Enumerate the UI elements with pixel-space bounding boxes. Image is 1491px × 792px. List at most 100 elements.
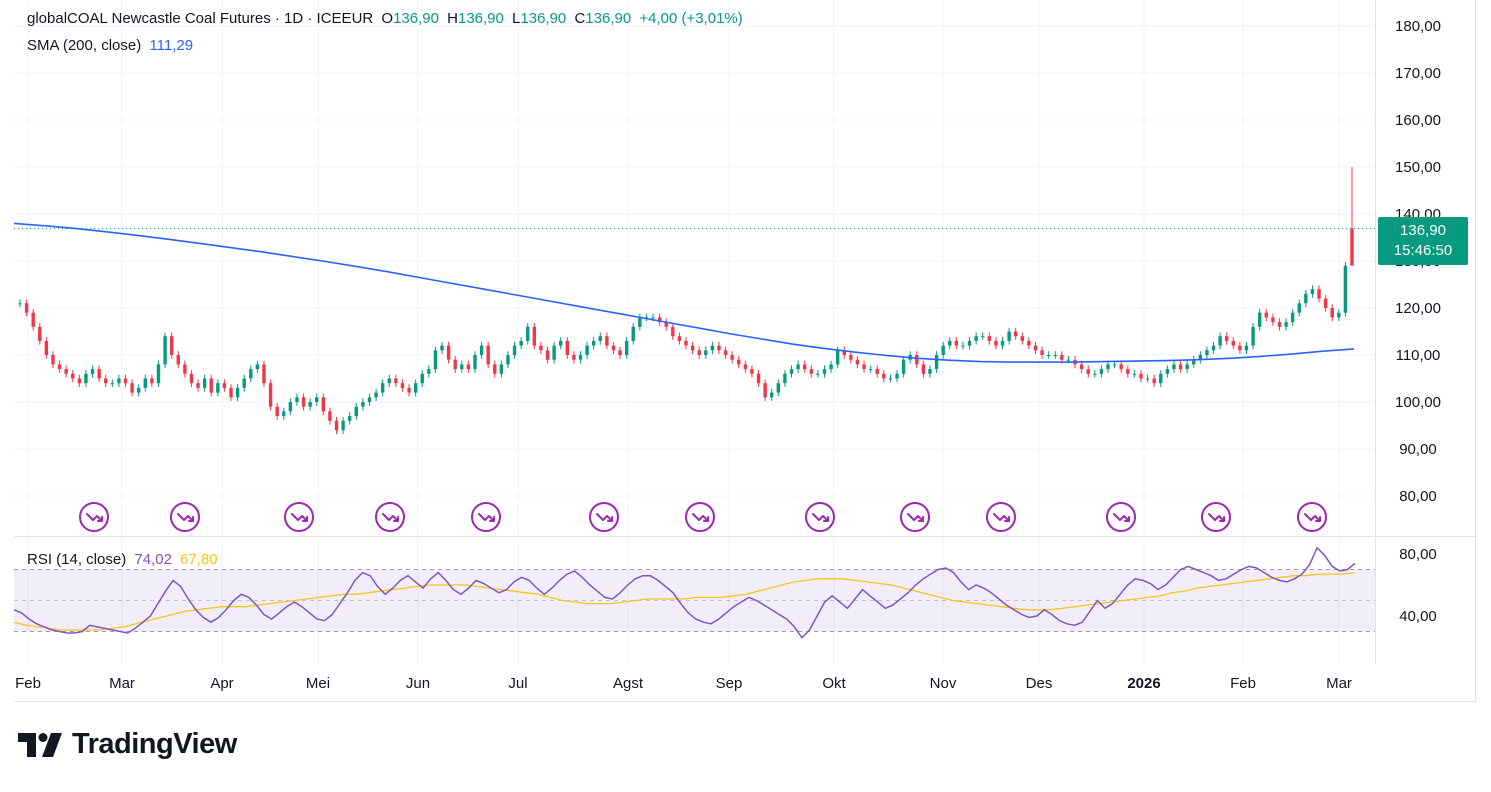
candle-body — [948, 340, 952, 346]
candle-body — [974, 336, 978, 341]
candle-body — [1053, 355, 1057, 356]
candle-body — [275, 406, 279, 417]
candle-body — [453, 359, 457, 370]
candle-body — [585, 345, 589, 355]
event-marker-icon — [1201, 502, 1231, 532]
candle-body — [24, 303, 29, 313]
time-tick-label: Mar — [1326, 675, 1352, 692]
rsi-line — [13, 546, 1356, 639]
main-legend[interactable]: globalCOAL Newcastle Coal Futures · 1D ·… — [27, 10, 747, 27]
candle-body — [136, 387, 141, 393]
candle-body — [802, 364, 807, 370]
symbol-title[interactable]: globalCOAL Newcastle Coal Futures · 1D ·… — [27, 10, 374, 27]
candle-body — [288, 402, 293, 412]
candle-body — [598, 336, 602, 341]
last-price-label: 136,90 15:46:50 — [1378, 217, 1468, 265]
candle-body — [987, 336, 992, 341]
candle-body — [855, 359, 860, 365]
close-label: C — [574, 10, 586, 27]
candle-body — [407, 387, 411, 393]
candle-body — [499, 364, 504, 374]
candle-body — [697, 350, 701, 355]
candle-body — [664, 322, 668, 327]
candle-body — [71, 373, 75, 379]
candle-body — [961, 345, 965, 347]
candle-body — [1033, 345, 1038, 351]
close-value: 136,90 — [585, 10, 632, 27]
event-marker-arrow — [993, 513, 1010, 522]
event-marker-ring — [1106, 502, 1136, 532]
candle-body — [1040, 350, 1044, 355]
rsi-legend[interactable]: RSI (14, close) 74,02 67,80 — [27, 551, 222, 568]
event-marker-arrow — [596, 513, 613, 522]
event-marker-icon — [79, 502, 109, 532]
candle-body — [552, 345, 556, 360]
candle-body — [934, 355, 939, 370]
candle-body — [301, 397, 306, 407]
candle-body — [1271, 317, 1275, 323]
event-marker-ring — [900, 502, 930, 532]
open-value: 136,90 — [393, 10, 439, 27]
event-marker-arrow — [291, 513, 308, 522]
candle-body — [202, 378, 207, 388]
candle-body — [1079, 364, 1084, 370]
candle-body — [822, 369, 827, 374]
event-marker-icon — [900, 502, 930, 532]
event-marker-icon — [805, 502, 835, 532]
candle-body — [717, 345, 721, 351]
candle-body — [321, 397, 326, 412]
candle-body — [1046, 355, 1051, 356]
candle-body — [394, 378, 398, 384]
candle-body — [882, 373, 886, 379]
candle-body — [295, 397, 299, 402]
candle-body — [341, 420, 345, 431]
candle-body — [928, 369, 932, 374]
candle-body — [526, 326, 530, 341]
countdown-timer: 15:46:50 — [1393, 242, 1453, 259]
candle-body — [308, 402, 312, 407]
rsi-label[interactable]: RSI (14, close) — [27, 551, 127, 568]
candle-body — [380, 383, 385, 393]
candle-body — [789, 369, 794, 374]
candle-body — [743, 364, 748, 370]
candle-body — [334, 420, 339, 431]
candle-body — [473, 355, 477, 370]
candle-body — [1132, 373, 1137, 375]
rsi-band — [14, 569, 1375, 632]
candle-body — [690, 345, 695, 351]
price-tick-label: 180,00 — [1395, 18, 1441, 35]
candle-body — [565, 340, 570, 355]
time-tick-label: Jul — [508, 675, 527, 692]
candle-body — [1093, 373, 1097, 375]
candle-body — [466, 364, 471, 370]
tradingview-logo[interactable]: TradingView — [18, 728, 237, 761]
event-marker-ring — [1201, 502, 1231, 532]
event-marker-icon — [589, 502, 619, 532]
candle-body — [1020, 336, 1024, 341]
chart-frame — [14, 0, 1476, 702]
candle-body — [1145, 378, 1150, 380]
candle-body — [209, 378, 213, 393]
candle-body — [262, 364, 266, 384]
chart-canvas[interactable]: 80,0090,00100,00110,00120,00130,00140,00… — [0, 0, 1491, 710]
candle-body — [1244, 345, 1249, 351]
event-marker-arrow — [382, 513, 399, 522]
sma-legend[interactable]: SMA (200, close) 111,29 — [27, 37, 197, 54]
candle-body — [413, 383, 418, 393]
sma-label[interactable]: SMA (200, close) — [27, 37, 142, 54]
candle-body — [1126, 369, 1130, 374]
candle-body — [183, 364, 187, 374]
candle-body — [1139, 373, 1143, 379]
event-marker-icon — [375, 502, 405, 532]
candle-body — [1205, 350, 1209, 355]
candle-body — [361, 402, 365, 407]
price-tick-label: 90,00 — [1399, 441, 1437, 458]
candle-body — [1165, 369, 1170, 374]
event-marker-ring — [1297, 502, 1327, 532]
candle-body — [657, 317, 662, 323]
candle-body — [519, 340, 523, 346]
candle-body — [420, 373, 424, 384]
candle-body — [97, 369, 101, 379]
candle-body — [433, 350, 438, 370]
price-tick-label: 100,00 — [1395, 394, 1441, 411]
